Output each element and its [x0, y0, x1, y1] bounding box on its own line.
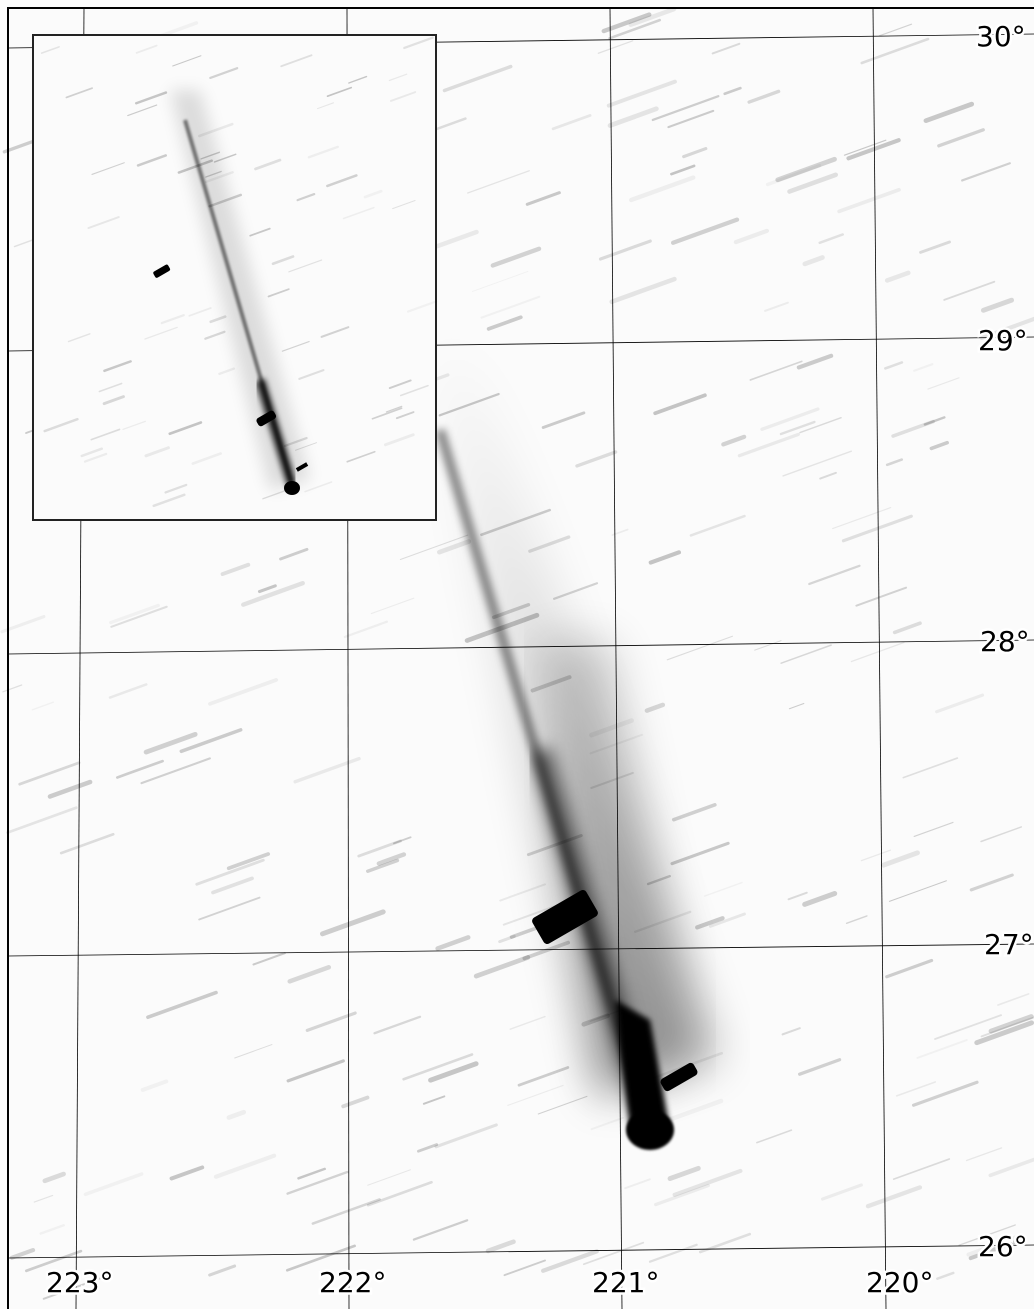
dec-label: 30° — [976, 20, 1026, 53]
page: 30° 29° 28° 27° 26° 223° 222° 221° 220° … — [0, 0, 1034, 1309]
ra-label: 222° — [319, 1266, 386, 1299]
inset — [33, 35, 436, 520]
comet-nucleus — [626, 1110, 674, 1150]
dec-label: 26° — [978, 1230, 1028, 1263]
dec-label: 27° — [984, 928, 1034, 961]
ra-label: 221° — [592, 1266, 659, 1299]
ra-label: 220° — [866, 1266, 933, 1299]
ra-label: 223° — [46, 1266, 113, 1299]
dec-label: 28° — [980, 625, 1030, 658]
dec-label: 29° — [978, 324, 1028, 357]
comet-image: 30° 29° 28° 27° 26° 223° 222° 221° 220° — [0, 0, 1034, 1309]
inset-nucleus — [284, 481, 300, 495]
